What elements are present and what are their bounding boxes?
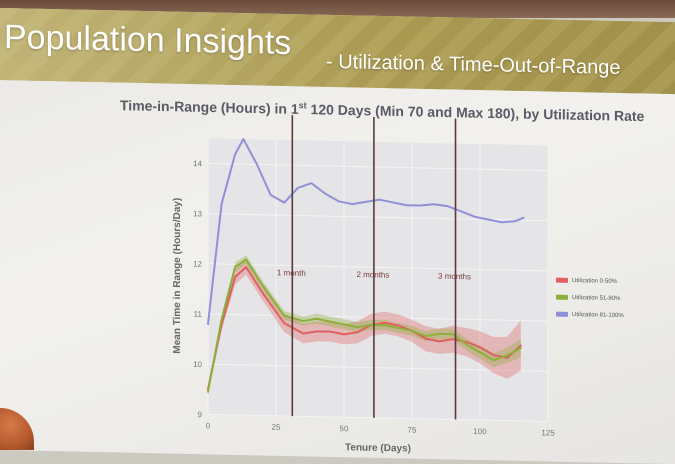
x-tick-label: 125: [541, 428, 555, 437]
y-axis-label: Mean Time in Range (Hours/Day): [172, 198, 183, 354]
y-tick-label: 12: [193, 260, 202, 269]
month-marker-label: 1 month: [277, 268, 306, 278]
legend-swatch: [556, 294, 568, 300]
x-axis-label: Tenure (Days): [345, 442, 411, 454]
month-marker-label: 3 months: [438, 272, 471, 282]
presentation-slide: Population Insights - Utilization & Time…: [0, 8, 675, 464]
y-gridline: [208, 413, 548, 422]
x-tick-label: 75: [408, 426, 417, 435]
x-tick-label: 50: [340, 424, 349, 433]
x-tick-label: 100: [473, 427, 487, 436]
y-tick-label: 9: [198, 410, 203, 419]
y-tick-label: 13: [193, 209, 202, 218]
chart-legend: Utilization 0-50% Utilization 51-80% Utili…: [556, 272, 668, 325]
y-tick-label: 14: [193, 159, 202, 168]
legend-label: Utilization 51-80%: [572, 294, 621, 302]
series-line-3: [207, 138, 525, 326]
y-gridline: [208, 162, 548, 172]
line-chart: 9 10 11 12 13 14 0 25 50 75 100 125 Tenure (Days) Mea…: [172, 115, 555, 455]
y-tick-label: 10: [193, 360, 202, 369]
legend-label: Utilization 0-50%: [572, 277, 618, 285]
series-line-2: [207, 258, 522, 393]
legend-swatch: [556, 277, 568, 283]
y-gridline: [208, 363, 548, 372]
y-gridline: [208, 313, 548, 322]
month-marker-label: 2 months: [356, 270, 389, 280]
x-tick-label: 25: [272, 423, 281, 432]
y-gridline: [208, 263, 548, 272]
legend-label: Utilization 81-100%: [572, 311, 624, 319]
x-tick-label: 0: [206, 421, 211, 430]
legend-swatch: [556, 311, 568, 317]
legend-item: Utilization 81-100%: [556, 306, 668, 325]
y-tick-label: 11: [194, 310, 203, 319]
